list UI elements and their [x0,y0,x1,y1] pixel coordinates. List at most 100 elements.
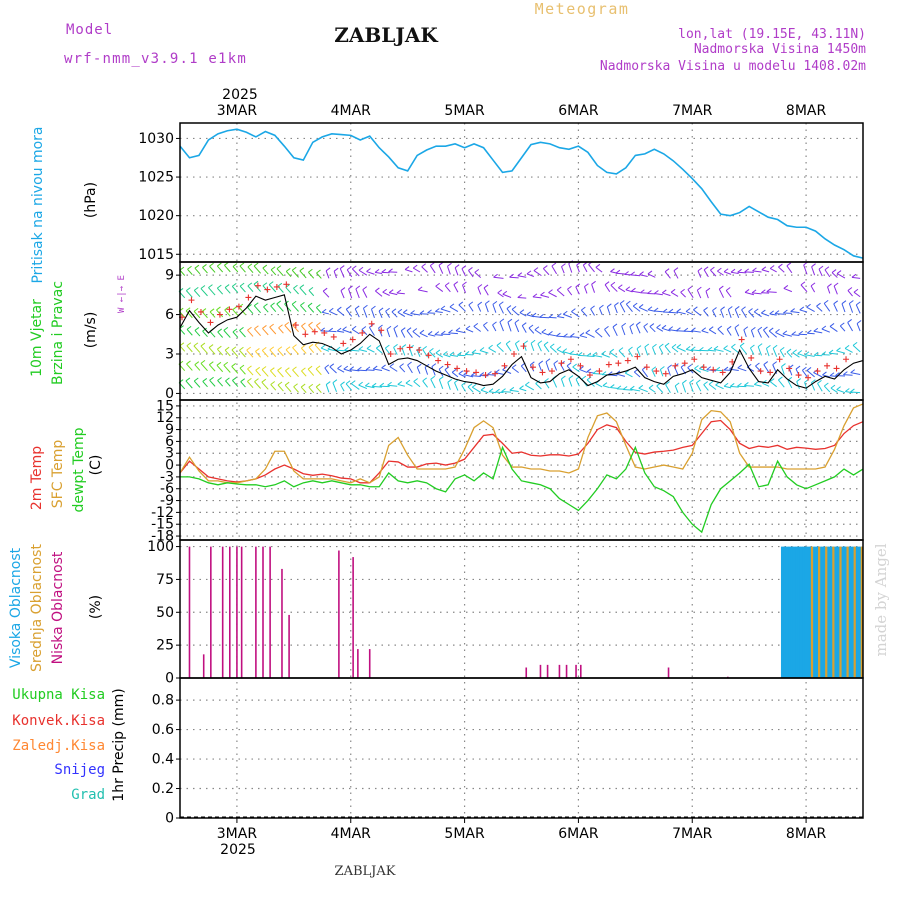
rain-conv-label: Konvek.Kisa [12,713,105,729]
bottom-date-label: 5MAR [444,826,485,842]
wind-gust-mark [615,360,622,367]
wind-gust-mark [719,369,726,376]
wind-gust-mark [539,369,546,376]
wind-gust-mark [814,368,821,375]
y-tick-label: 25 [156,638,174,654]
y-tick-label: 3 [165,347,174,363]
wind-gust-mark [454,365,461,372]
top-date-label: 5MAR [444,103,485,119]
pressure-axis-label: Pritisak na nivou mora [30,126,46,283]
model-altitude-text: Nadmorska Visina u modelu 1408.02m [600,59,866,74]
wind-gust-mark [776,356,783,363]
altitude-text: Nadmorska Visina 1450m [694,42,866,57]
panel-frame [179,261,864,401]
y-tick-label: 50 [156,605,174,621]
sfc-temp-line [179,403,864,484]
wind-gust-mark [624,357,631,364]
wind-gust-mark [672,362,679,369]
pressure-line [179,128,864,259]
grid-layer [180,123,863,818]
y-tick-label: 6 [165,307,174,323]
wind-gust-mark [330,333,337,340]
wind-gust-mark [586,372,593,379]
wind-gust-mark [596,368,603,375]
wind-gust-mark [406,344,413,351]
y-tick-label: 9 [165,422,174,438]
meteogram-label: Meteogram [535,0,630,18]
wind-gust-mark [520,343,527,350]
wind-gust-mark [605,361,612,368]
y-tick-label: -12 [151,505,174,521]
top-date-axis: 3MAR 4MAR 5MAR 6MAR 7MAR 8MAR [217,103,827,119]
bottom-date-label: 6MAR [558,826,599,842]
wind-gust-mark [283,281,290,288]
wind-gust-mark [748,354,755,361]
y-tick-label: 15 [156,398,174,414]
t2m-line [179,419,864,484]
y-tick-label: 0.4 [152,752,174,768]
footer-station: ZABLJAK [335,864,396,879]
wind-gust-mark [302,331,309,338]
y-tick-label: 75 [156,572,174,588]
wind-unit-label: (m/s) [83,312,99,349]
model-name: wrf-nmm_v3.9.1 e1km [64,51,247,67]
rain-total-label: Ukupna Kisa [12,687,105,703]
wind-gust-mark [643,364,650,371]
top-date-label: 7MAR [672,103,713,119]
wind-gust-mark [843,356,850,363]
y-tick-label: -18 [151,529,174,545]
y-tick-label: -15 [151,517,174,533]
wind-gust-mark [368,320,375,327]
y-tick-label: 0.8 [152,693,174,709]
y-tick-label: 0 [165,386,174,402]
y-tick-label: 1025 [138,170,174,186]
wind-axis-label-2: Brzina i Pravac [50,281,66,385]
precip-unit-label: 1hr Precip (mm) [111,688,127,801]
top-year-label: 2025 [222,87,258,103]
y-tick-label: 0.2 [152,781,174,797]
y-tick-label: 0 [165,458,174,474]
wind-gust-mark [577,362,584,369]
wind-barbs [178,260,862,394]
wind-gust-mark [824,362,831,369]
wind-gust-mark [311,328,318,335]
wind-axis-label-1: 10m Vjetar [29,299,45,377]
t2m-axis-label: 2m Temp [29,446,45,510]
watermark: made by Angel [872,543,890,656]
dew-axis-label: dewpt Temp [71,427,87,512]
wind-gust-mark [473,369,480,376]
station-title: ZABLJAK [334,23,438,47]
y-tick-label: 9 [165,268,174,284]
wind-gust-mark [435,357,442,364]
wind-gust-mark [216,311,223,318]
y-tick-label: 3 [165,446,174,462]
wind-speed-line [179,294,864,389]
y-tick-label: 100 [147,539,174,555]
cloud-unit-label: (%) [88,595,104,619]
top-date-label: 4MAR [331,103,372,119]
wind-gust-mark [710,366,717,373]
y-tick-label: 0.6 [152,722,174,738]
wind-gust-mark [653,368,660,375]
y-tick-label: 1020 [138,208,174,224]
wind-gust-mark [757,368,764,375]
axis-layer: 1015102010251030036915129630-3-6-9-12-15… [138,122,864,827]
bottom-date-label: 4MAR [331,826,372,842]
wind-gust-mark [662,370,669,377]
y-tick-label: -9 [160,493,174,509]
wind-gust-mark [738,336,745,343]
model-label: Model [66,22,113,38]
wind-gust-mark [349,336,356,343]
bottom-year-label: 2025 [220,842,256,858]
temp-unit-label: (C) [88,455,104,476]
wind-gust-mark [463,368,470,375]
high-cloud-label: Visoka Oblacnost [8,547,24,668]
bottom-date-label: 8MAR [786,826,827,842]
wind-gust-mark [359,329,366,336]
wind-gust-mark [226,306,233,313]
wind-gust-mark [197,308,204,315]
y-tick-label: -3 [160,469,174,485]
panel-frame [179,399,864,541]
top-date-label: 8MAR [786,103,827,119]
